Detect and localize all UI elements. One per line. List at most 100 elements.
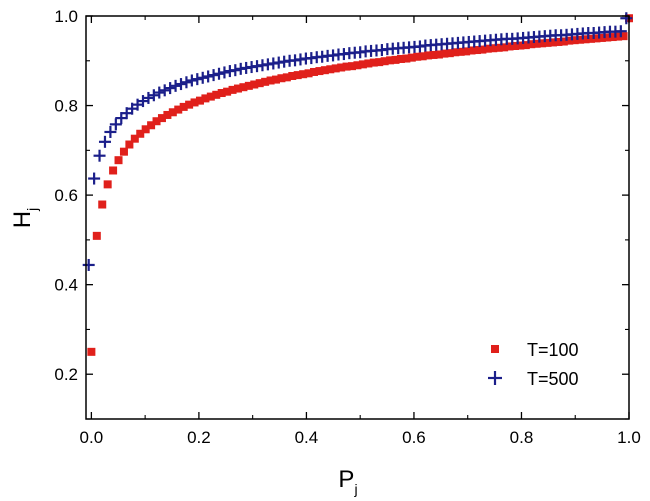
data-point-square [597,33,606,42]
data-point-square [320,66,329,75]
data-point-square [271,75,280,84]
x-axis-label: Pj [338,466,357,497]
data-point-square [244,81,253,90]
data-point-square [109,166,118,175]
data-point-square [510,42,519,51]
data-point-square [532,39,541,48]
data-point-square [445,49,454,58]
data-point-square [391,55,400,64]
data-point-square [233,84,242,93]
y-axis-label-main: H [9,211,36,228]
data-point-square [223,87,232,96]
data-point-square [261,77,270,86]
data-point-square [429,50,438,59]
data-point-square [228,85,237,94]
x-tick-label: 0.2 [187,428,211,447]
data-point-plus [213,67,226,80]
data-point-square [195,96,204,105]
x-tick-label: 0.6 [402,428,426,447]
data-point-plus [196,71,209,84]
data-point-square [206,92,215,101]
legend-label-t100: T=100 [527,340,579,360]
data-point-square [424,51,433,60]
legend: T=100 T=500 [488,340,579,389]
data-point-square [277,74,286,83]
data-point-square [190,98,199,107]
data-point-square [581,35,590,44]
plot-frame [85,15,630,420]
data-point-square [565,36,574,45]
data-point-square [489,44,498,53]
y-tick-label: 0.2 [54,365,78,384]
data-point-square [348,62,357,71]
data-point-square [494,43,503,52]
data-point-square [619,32,628,41]
data-point-square [386,56,395,65]
data-point-square [342,62,351,71]
data-point-plus [104,125,117,138]
data-point-square [608,33,617,42]
data-point-square [310,67,319,76]
data-point-square [98,200,107,209]
data-point-plus [147,89,160,102]
data-point-plus [93,149,106,162]
data-point-square [614,32,623,41]
data-point-square [358,60,367,69]
data-points [82,12,633,356]
data-point-square [521,41,530,50]
y-tick-label: 1.0 [54,7,78,26]
y-axis-label: Hj [9,208,40,228]
data-point-square [217,89,226,98]
data-point-square [136,129,145,138]
data-point-square [315,67,324,76]
data-point-square [157,114,166,123]
data-point-square [369,58,378,67]
x-tick-label: 0.4 [295,428,319,447]
x-tick-label: 0.8 [510,428,534,447]
data-point-square [402,54,411,63]
data-point-square [543,38,552,47]
data-point-plus [185,74,198,87]
y-tick-label: 0.4 [54,276,78,295]
x-tick-label: 0.0 [80,428,104,447]
data-point-square [434,50,443,59]
y-tick-label: 0.6 [54,186,78,205]
data-point-plus [88,172,101,185]
data-point-square [174,105,183,114]
data-point-square [440,49,449,58]
data-point-plus [169,79,182,92]
data-point-plus [109,118,122,131]
data-point-plus [218,66,231,79]
data-point-square [375,58,384,67]
data-point-square [304,69,313,78]
legend-marker-t500 [488,371,502,385]
data-point-square [185,100,194,109]
y-tick-label: 0.8 [54,97,78,116]
data-point-square [201,94,210,103]
data-point-square [337,63,346,72]
data-point-square [326,65,335,74]
x-tick-label: 1.0 [617,428,641,447]
data-point-square [152,117,161,126]
data-point-plus [207,69,220,82]
data-point-square [250,80,259,89]
data-point-square [125,140,134,149]
data-point-square [554,37,563,46]
data-point-square [239,83,248,92]
data-point-square [527,40,536,49]
x-axis-label-main: P [338,466,354,493]
data-point-plus [164,82,177,95]
data-point-square [179,102,188,111]
data-point-square [147,121,156,130]
data-point-square [413,52,422,61]
data-point-square [380,57,389,66]
data-point-square [299,70,308,79]
data-point-plus [98,135,111,148]
data-point-square [548,38,557,47]
data-point-square [516,41,525,50]
data-point-square [396,54,405,63]
data-point-square [130,134,139,143]
data-point-square [266,76,275,85]
data-point-plus [620,12,633,25]
